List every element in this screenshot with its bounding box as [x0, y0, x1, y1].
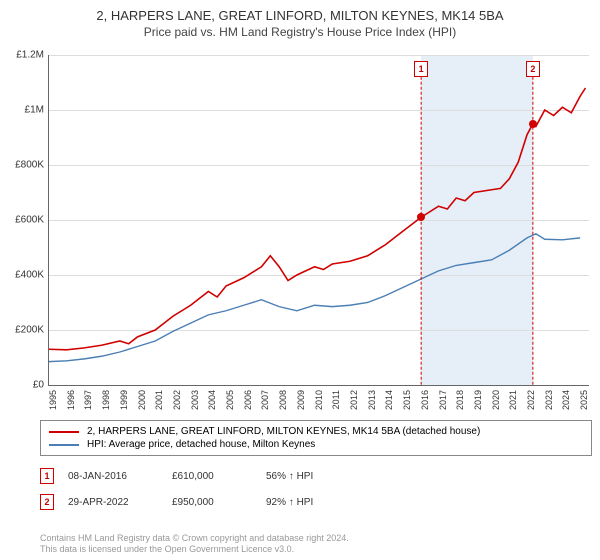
- x-tick-label: 2025: [579, 390, 589, 410]
- legend-label: HPI: Average price, detached house, Milt…: [87, 439, 315, 450]
- chart-lines: [49, 55, 589, 385]
- footer-attribution: Contains HM Land Registry data © Crown c…: [40, 533, 349, 556]
- x-tick-label: 2012: [349, 390, 359, 410]
- x-tick-label: 2018: [455, 390, 465, 410]
- x-tick-label: 1997: [83, 390, 93, 410]
- y-tick-label: £200K: [15, 325, 44, 336]
- sale-price: £610,000: [172, 471, 252, 482]
- legend-swatch-icon: [49, 444, 79, 446]
- y-tick-label: £800K: [15, 160, 44, 171]
- x-tick-label: 2009: [296, 390, 306, 410]
- footer-line: Contains HM Land Registry data © Crown c…: [40, 533, 349, 545]
- legend-item-price-paid: 2, HARPERS LANE, GREAT LINFORD, MILTON K…: [49, 425, 583, 438]
- x-tick-label: 2015: [402, 390, 412, 410]
- x-tick-label: 2019: [473, 390, 483, 410]
- x-tick-label: 1999: [119, 390, 129, 410]
- sale-pct: 92% ↑ HPI: [266, 497, 313, 508]
- x-tick-label: 2021: [508, 390, 518, 410]
- x-tick-label: 2017: [438, 390, 448, 410]
- x-tick-label: 2000: [137, 390, 147, 410]
- series-hpi: [49, 234, 580, 362]
- sale-row-2: 2 29-APR-2022 £950,000 92% ↑ HPI: [40, 494, 313, 510]
- x-tick-label: 2022: [526, 390, 536, 410]
- legend-item-hpi: HPI: Average price, detached house, Milt…: [49, 438, 583, 451]
- x-tick-label: 2006: [243, 390, 253, 410]
- series-price_paid: [49, 88, 585, 350]
- x-tick-label: 2007: [260, 390, 270, 410]
- sale-dot-icon: [417, 213, 425, 221]
- x-tick-label: 2002: [172, 390, 182, 410]
- legend-label: 2, HARPERS LANE, GREAT LINFORD, MILTON K…: [87, 426, 480, 437]
- x-tick-label: 2020: [491, 390, 501, 410]
- chart-subtitle: Price paid vs. HM Land Registry's House …: [0, 23, 600, 39]
- x-tick-label: 2005: [225, 390, 235, 410]
- legend-swatch-icon: [49, 431, 79, 433]
- x-tick-label: 2024: [561, 390, 571, 410]
- footer-line: This data is licensed under the Open Gov…: [40, 544, 349, 556]
- sale-pct: 56% ↑ HPI: [266, 471, 313, 482]
- sale-marker-icon: 1: [40, 468, 54, 484]
- x-tick-label: 2008: [278, 390, 288, 410]
- x-tick-label: 2023: [544, 390, 554, 410]
- x-tick-label: 2016: [420, 390, 430, 410]
- x-tick-label: 2004: [207, 390, 217, 410]
- y-tick-label: £1M: [25, 105, 44, 116]
- sale-marker-icon: 2: [40, 494, 54, 510]
- x-tick-label: 2011: [331, 390, 341, 409]
- y-tick-label: £600K: [15, 215, 44, 226]
- x-tick-label: 1998: [101, 390, 111, 410]
- sale-date: 29-APR-2022: [68, 497, 158, 508]
- sale-marker-box: 2: [526, 61, 540, 77]
- sale-date: 08-JAN-2016: [68, 471, 158, 482]
- x-tick-label: 1996: [66, 390, 76, 410]
- x-tick-label: 2001: [154, 390, 164, 410]
- sale-row-1: 1 08-JAN-2016 £610,000 56% ↑ HPI: [40, 468, 313, 484]
- legend: 2, HARPERS LANE, GREAT LINFORD, MILTON K…: [40, 420, 592, 456]
- x-tick-label: 2013: [367, 390, 377, 410]
- y-tick-label: £1.2M: [16, 50, 44, 61]
- sale-price: £950,000: [172, 497, 252, 508]
- x-tick-label: 2010: [314, 390, 324, 410]
- x-tick-label: 2014: [384, 390, 394, 410]
- y-tick-label: £0: [33, 380, 44, 391]
- chart-plot-area: 12: [48, 55, 589, 386]
- sale-marker-box: 1: [414, 61, 428, 77]
- x-tick-label: 2003: [190, 390, 200, 410]
- chart-title: 2, HARPERS LANE, GREAT LINFORD, MILTON K…: [0, 0, 600, 23]
- x-tick-label: 1995: [48, 390, 58, 410]
- sale-dot-icon: [529, 120, 537, 128]
- y-tick-label: £400K: [15, 270, 44, 281]
